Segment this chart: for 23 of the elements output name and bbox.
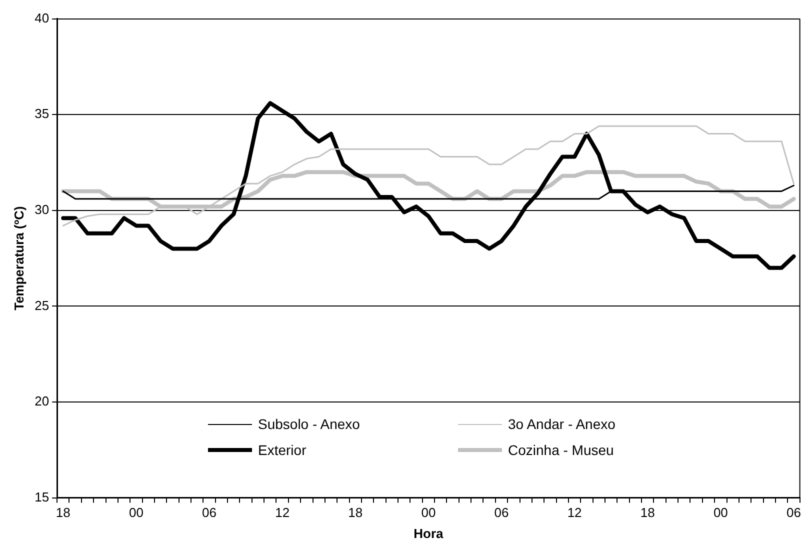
x-tick-label: 18 — [640, 505, 655, 520]
legend-label: Exterior — [258, 442, 306, 458]
x-tick-label: 12 — [567, 505, 582, 520]
x-tick-label: 18 — [348, 505, 363, 520]
y-tick-label: 15 — [34, 489, 50, 504]
x-tick-label: 12 — [275, 505, 290, 520]
x-tick-label: 18 — [56, 505, 70, 520]
x-tick-label: 06 — [202, 505, 216, 520]
x-tick-label: 00 — [713, 505, 728, 520]
x-axis-title: Hora — [414, 526, 444, 541]
x-tick-label: 00 — [128, 505, 144, 520]
y-tick-label: 35 — [34, 106, 50, 122]
y-tick-label: 30 — [34, 202, 50, 217]
x-tick-label: 06 — [786, 505, 801, 520]
legend-label: Cozinha - Museu — [508, 442, 614, 458]
x-tick-label: 06 — [494, 505, 509, 520]
y-tick-label: 40 — [34, 10, 50, 26]
legend-label: 3o Andar - Anexo — [508, 416, 616, 432]
y-tick-label: 20 — [34, 394, 50, 409]
y-axis-title: Temperatura (ºC) — [11, 206, 26, 310]
x-tick-label: 00 — [421, 505, 436, 520]
y-tick-label: 25 — [34, 298, 50, 313]
legend-label: Subsolo - Anexo — [258, 416, 360, 432]
